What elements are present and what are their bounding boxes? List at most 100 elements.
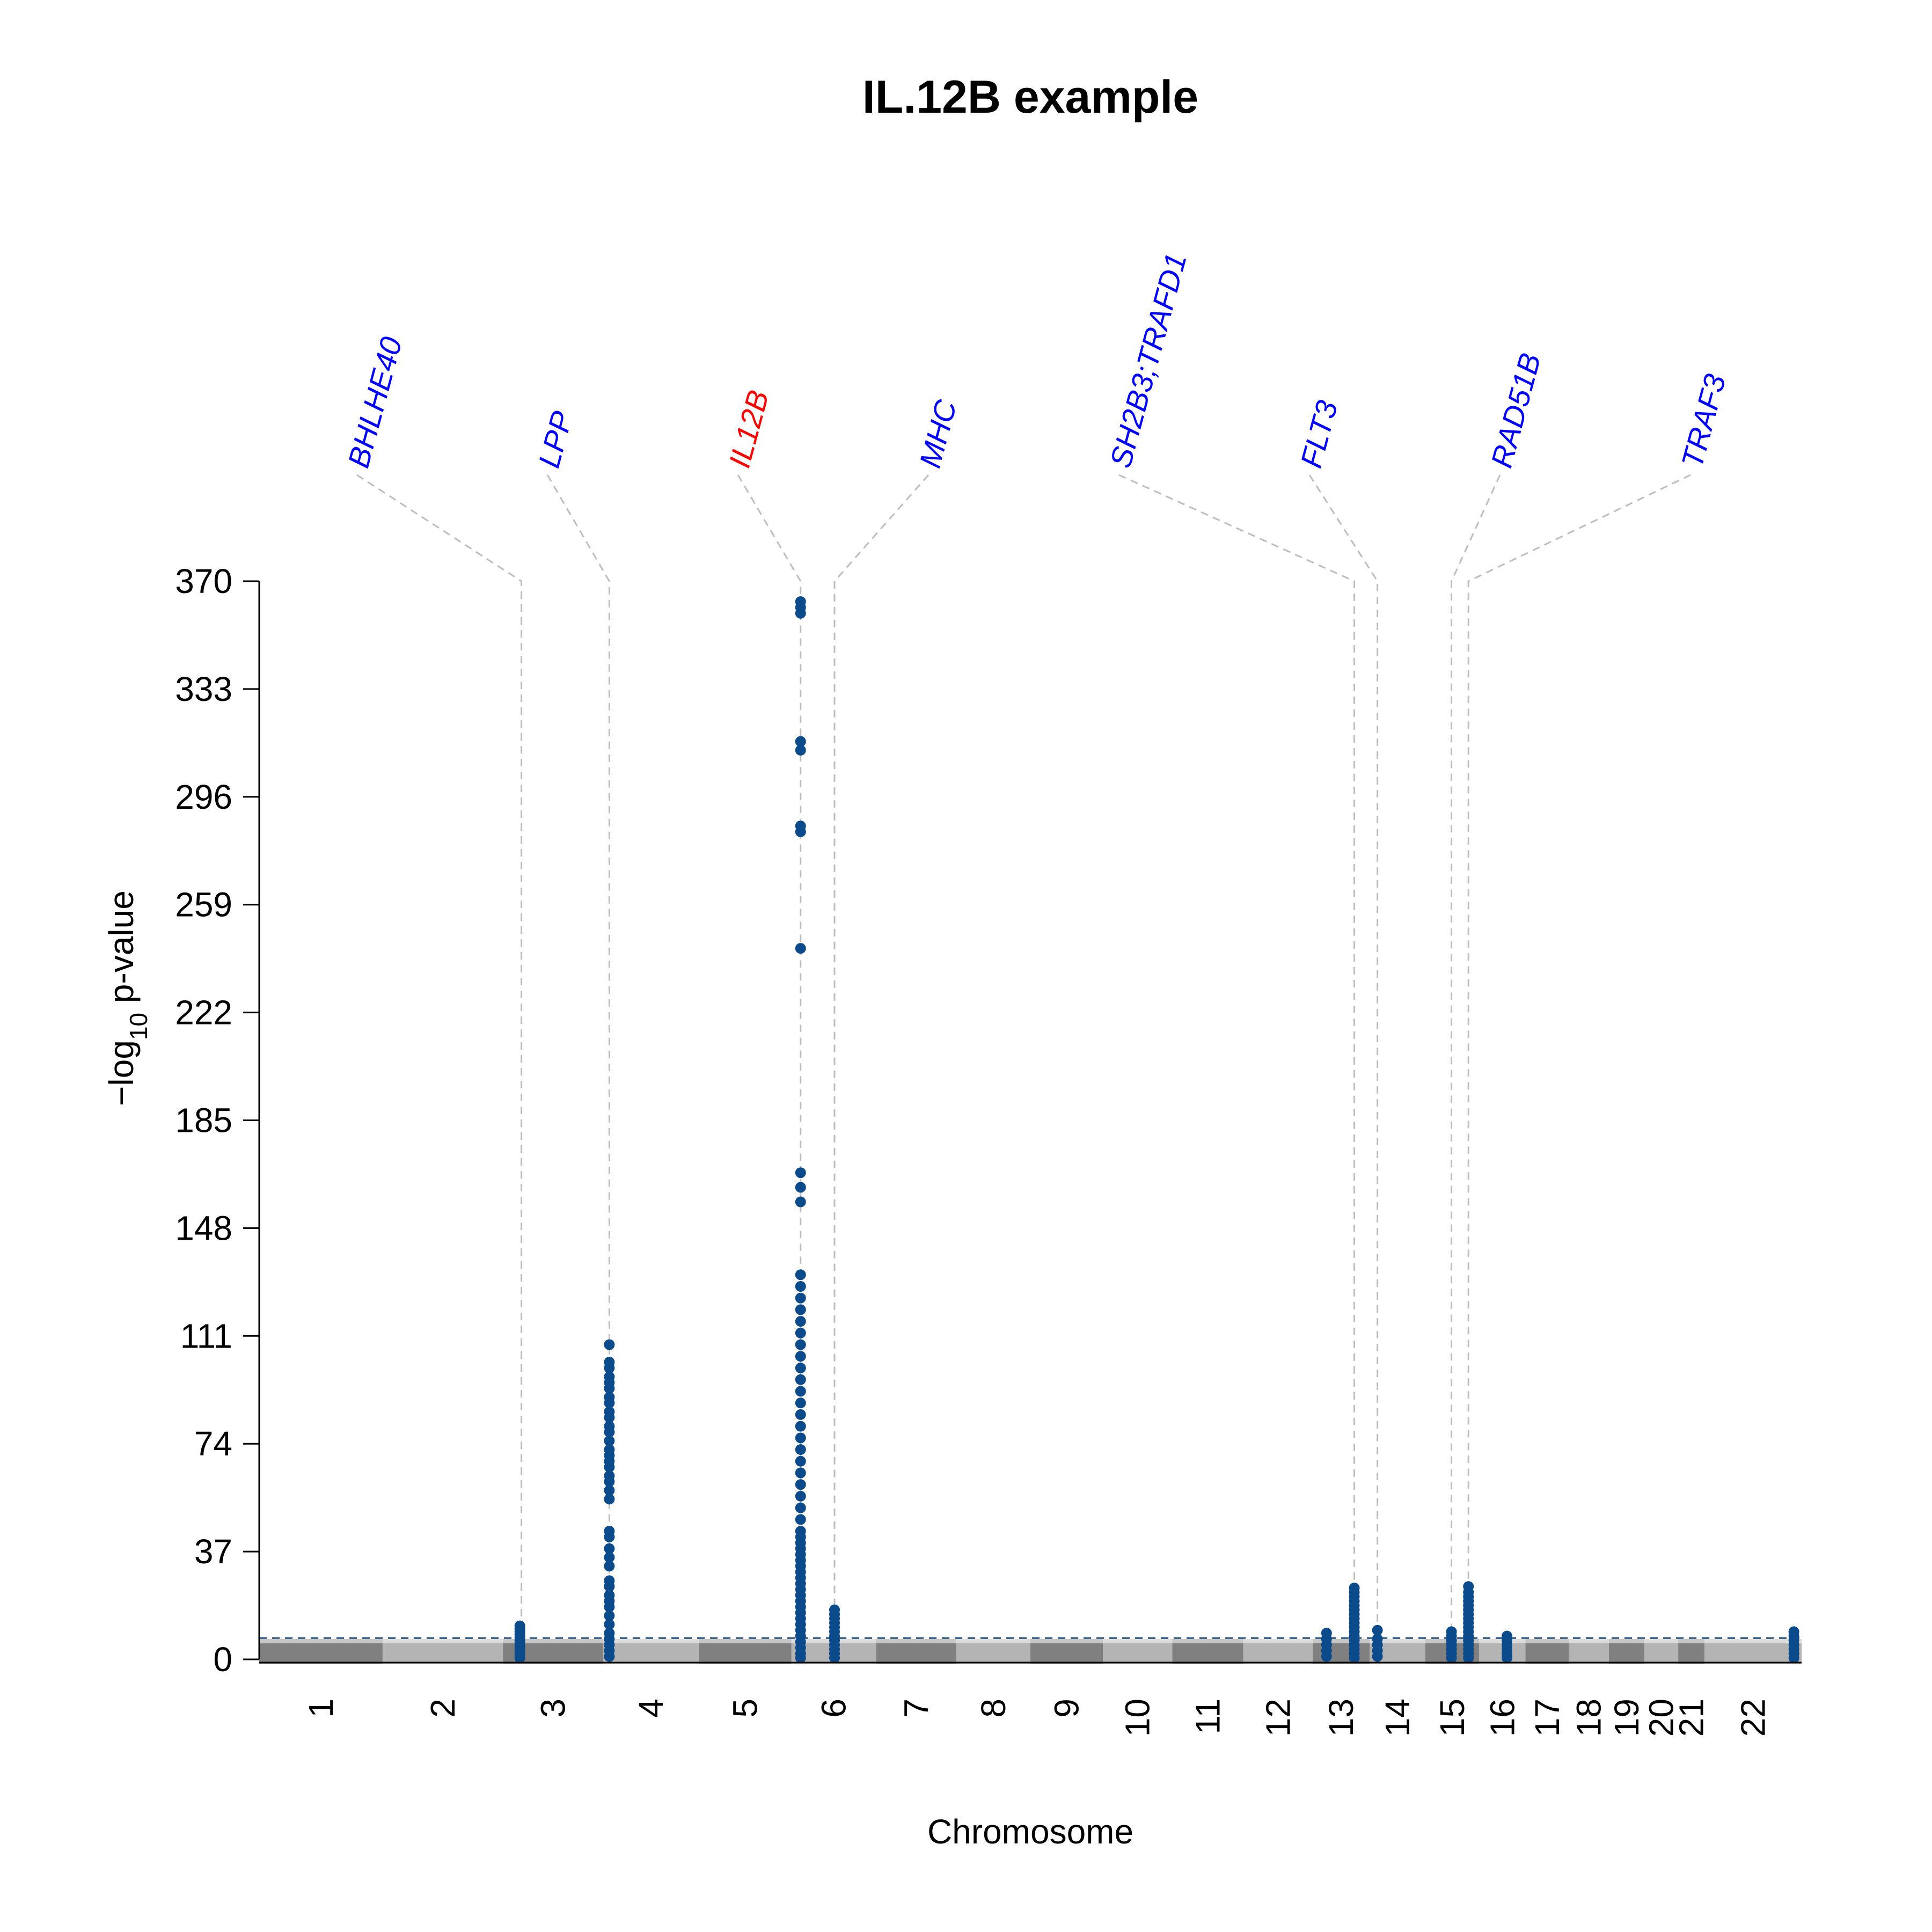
- data-point-2-25: [795, 1490, 806, 1502]
- data-point-1-24: [604, 1444, 615, 1455]
- data-point-1-4: [604, 1628, 615, 1639]
- x-tick-label-4: 4: [632, 1699, 670, 1718]
- x-tick-label-15: 15: [1433, 1699, 1472, 1737]
- chromosome-band-top-14: [1370, 1638, 1425, 1644]
- data-point-2-50: [795, 821, 806, 832]
- chromosome-band-10: [1103, 1643, 1173, 1664]
- data-point-1-36: [604, 1357, 615, 1368]
- data-point-2-32: [795, 1409, 806, 1420]
- y-tick-label-370: 370: [175, 562, 232, 601]
- data-point-1-13: [604, 1552, 615, 1563]
- x-tick-label-8: 8: [974, 1699, 1013, 1718]
- x-axis-title: Chromosome: [927, 1812, 1133, 1851]
- x-tick-label-10: 10: [1118, 1699, 1157, 1737]
- gene-label-BHLHE40: BHLHE40: [341, 333, 408, 471]
- guide-line-MHC: [833, 474, 930, 1659]
- chromosome-band-20: [1644, 1643, 1679, 1664]
- gene-labels: BHLHE40 LPP IL12B MHC SH2B3;TRAFD1 FLT3 RAD51B…: [341, 250, 1732, 471]
- data-point-10-6: [1788, 1626, 1799, 1637]
- gene-label-TRAF3: TRAF3: [1675, 370, 1732, 471]
- data-point-2-40: [795, 1316, 806, 1327]
- chromosome-band-13: [1312, 1643, 1370, 1664]
- chromosome-band-top-22: [1704, 1638, 1802, 1644]
- chromosome-band-9: [1030, 1643, 1103, 1664]
- data-point-2-48: [795, 943, 806, 954]
- chromosome-band-17: [1525, 1643, 1569, 1664]
- x-tick-label-2: 2: [423, 1699, 462, 1718]
- data-point-1-29: [604, 1406, 615, 1417]
- chromosome-band-top-8: [956, 1638, 1030, 1644]
- data-point-1-18: [604, 1485, 615, 1496]
- chromosome-band-top-7: [876, 1638, 957, 1644]
- chromosome-band-top-12: [1243, 1638, 1313, 1644]
- y-axis-title-prefix: −log: [102, 1040, 141, 1106]
- data-point-2-33: [795, 1397, 806, 1409]
- data-point-3-11: [829, 1604, 840, 1615]
- data-point-2-51: [795, 744, 806, 756]
- x-tick-label-18: 18: [1569, 1699, 1608, 1737]
- data-point-2-35: [795, 1374, 806, 1385]
- gene-label-IL12B: IL12B: [722, 386, 775, 471]
- data-point-2-29: [795, 1444, 806, 1455]
- x-tick-label-13: 13: [1322, 1699, 1360, 1737]
- annotation-guides: [356, 474, 1691, 1659]
- chromosome-band-top-9: [1030, 1638, 1103, 1644]
- data-point-1-12: [604, 1561, 615, 1572]
- data-point-2-38: [795, 1339, 806, 1350]
- gene-label-RAD51B: RAD51B: [1484, 349, 1547, 471]
- chart-title: IL.12B example: [862, 71, 1198, 123]
- chromosome-band-18: [1569, 1643, 1609, 1664]
- y-tick-label-37: 37: [194, 1532, 232, 1571]
- gene-label-MHC: MHC: [913, 396, 963, 471]
- data-point-6-4: [1372, 1624, 1383, 1636]
- chromosome-band-top-21: [1678, 1638, 1704, 1644]
- chromosome-band-2: [382, 1643, 503, 1664]
- x-tick-label-1: 1: [302, 1699, 340, 1718]
- x-tick-label-9: 9: [1048, 1699, 1086, 1718]
- chromosome-band-top-3: [503, 1638, 603, 1644]
- x-tick-label-5: 5: [726, 1699, 764, 1718]
- x-tick-label-3: 3: [533, 1699, 572, 1718]
- gene-label-FLT3: FLT3: [1294, 397, 1344, 472]
- x-tick-label-17: 17: [1528, 1699, 1567, 1737]
- data-point-1-14: [604, 1543, 615, 1554]
- data-point-2-45: [795, 1196, 806, 1208]
- data-point-1-37: [604, 1339, 615, 1350]
- chromosome-bands: [259, 1638, 1802, 1664]
- data-point-2-30: [795, 1432, 806, 1444]
- chromosome-band-22: [1704, 1643, 1802, 1664]
- chromosome-band-top-4: [603, 1638, 699, 1644]
- data-point-1-5: [604, 1619, 615, 1630]
- data-point-5-16: [1349, 1582, 1360, 1593]
- chromosome-band-1: [259, 1643, 383, 1664]
- data-point-2-27: [795, 1467, 806, 1479]
- y-tick-label-259: 259: [175, 885, 232, 924]
- data-point-2-46: [795, 1182, 806, 1193]
- gene-label-SH2B3;TRAFD1: SH2B3;TRAFD1: [1103, 250, 1193, 471]
- data-point-1-20: [604, 1470, 615, 1481]
- chromosome-band-top-11: [1172, 1638, 1243, 1644]
- chromosome-band-5: [699, 1643, 792, 1664]
- chromosome-band-7: [876, 1643, 957, 1664]
- chromosome-band-11: [1172, 1643, 1243, 1664]
- guide-line-SH2B3;TRAFD1: [1118, 474, 1356, 1659]
- data-point-9-5: [1502, 1630, 1513, 1642]
- guide-line-BHLHE40: [356, 474, 523, 1659]
- x-tick-label-16: 16: [1483, 1699, 1521, 1737]
- chromosome-band-12: [1243, 1643, 1313, 1664]
- y-tick-label-0: 0: [213, 1640, 232, 1679]
- y-axis-ticks: 0 37 74 111 148 185 222 259 296 333 370: [175, 562, 259, 1679]
- data-point-2-31: [795, 1421, 806, 1432]
- data-point-7-6: [1446, 1626, 1457, 1637]
- guide-line-LPP: [546, 474, 610, 1659]
- data-points: [514, 596, 1799, 1664]
- chromosome-band-top-13: [1312, 1638, 1370, 1644]
- data-point-2-42: [795, 1292, 806, 1304]
- data-point-2-22: [795, 1526, 806, 1537]
- chromosome-band-21: [1678, 1643, 1704, 1664]
- x-tick-label-7: 7: [897, 1699, 935, 1718]
- y-axis-title: −log10 p-value: [102, 890, 152, 1106]
- data-point-2-37: [795, 1351, 806, 1362]
- data-point-1-17: [604, 1494, 615, 1505]
